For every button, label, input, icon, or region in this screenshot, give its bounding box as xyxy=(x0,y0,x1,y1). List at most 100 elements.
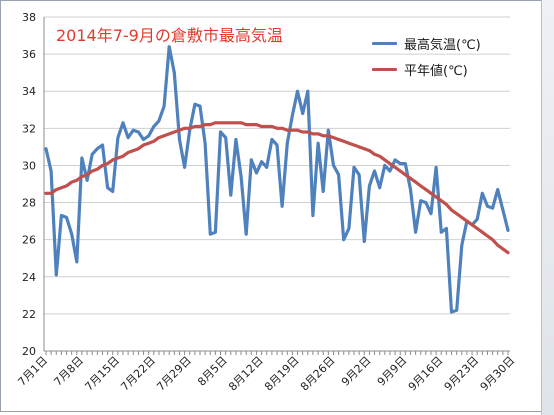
data-point-max-temp xyxy=(332,164,335,167)
data-point-normal-temp xyxy=(234,121,238,125)
data-point-max-temp xyxy=(157,119,161,123)
data-point-normal-temp xyxy=(193,125,197,128)
chart-title: 2014年7-9月の倉敷市最高気温 xyxy=(56,26,283,45)
data-point-normal-temp xyxy=(188,126,192,130)
data-point-max-temp xyxy=(486,204,489,208)
data-point-max-temp xyxy=(142,138,145,141)
data-point-max-temp xyxy=(347,227,351,230)
data-point-max-temp xyxy=(280,204,284,208)
y-tick-label: 22 xyxy=(22,308,36,321)
data-point-max-temp xyxy=(480,191,484,195)
data-point-max-temp xyxy=(491,206,494,210)
data-point-normal-temp xyxy=(496,243,500,247)
data-point-normal-temp xyxy=(352,143,356,147)
data-point-max-temp xyxy=(60,214,63,217)
data-point-normal-temp xyxy=(157,136,161,140)
x-tick-label: 7月8日 xyxy=(51,354,86,389)
data-point-normal-temp xyxy=(362,147,366,151)
data-point-normal-temp xyxy=(311,132,315,136)
data-point-max-temp xyxy=(260,160,263,164)
data-point-normal-temp xyxy=(285,128,289,132)
data-point-normal-temp xyxy=(152,139,156,143)
data-point-normal-temp xyxy=(121,154,125,158)
data-point-max-temp xyxy=(80,156,84,160)
data-point-max-temp xyxy=(419,199,423,203)
data-point-max-temp xyxy=(255,171,258,175)
data-point-max-temp xyxy=(398,162,402,165)
data-point-max-temp xyxy=(152,125,156,128)
data-point-max-temp xyxy=(368,184,371,188)
data-point-max-temp xyxy=(326,128,330,132)
data-point-normal-temp xyxy=(249,123,253,127)
data-point-max-temp xyxy=(306,89,310,93)
x-tick-label: 7月15日 xyxy=(82,354,122,394)
data-point-normal-temp xyxy=(147,141,151,145)
legend-swatch-normal-temp xyxy=(372,68,397,71)
x-tick-label: 9月23日 xyxy=(442,354,482,394)
data-point-max-temp xyxy=(321,190,325,193)
window-edge-strip xyxy=(541,0,554,415)
data-point-normal-temp xyxy=(357,145,361,149)
data-point-max-temp xyxy=(393,158,397,162)
data-point-normal-temp xyxy=(429,191,433,195)
data-point-normal-temp xyxy=(275,126,279,130)
data-point-normal-temp xyxy=(203,123,207,127)
data-point-normal-temp xyxy=(460,216,464,219)
legend-label-max-temp: 最高気温(℃) xyxy=(404,38,481,53)
data-point-max-temp xyxy=(106,186,109,190)
data-point-max-temp xyxy=(270,138,274,141)
y-tick-label: 24 xyxy=(22,271,36,284)
data-point-normal-temp xyxy=(198,125,202,128)
data-point-max-temp xyxy=(455,308,459,312)
data-point-max-temp xyxy=(378,186,382,190)
data-point-normal-temp xyxy=(162,134,166,138)
data-point-max-temp xyxy=(85,178,89,182)
data-point-max-temp xyxy=(342,238,346,242)
data-point-max-temp xyxy=(75,260,79,264)
data-point-max-temp xyxy=(337,173,340,177)
data-point-normal-temp xyxy=(326,134,330,138)
data-point-max-temp xyxy=(137,130,140,134)
data-point-normal-temp xyxy=(265,125,269,128)
data-point-max-temp xyxy=(285,141,289,145)
y-tick-label: 26 xyxy=(22,234,36,247)
data-point-normal-temp xyxy=(239,121,243,125)
data-point-max-temp xyxy=(388,169,392,173)
data-point-normal-temp xyxy=(219,121,222,125)
data-point-max-temp xyxy=(275,143,279,147)
data-point-normal-temp xyxy=(316,132,320,136)
data-point-max-temp xyxy=(439,230,443,234)
data-point-normal-temp xyxy=(455,212,459,216)
data-point-normal-temp xyxy=(229,121,233,125)
data-point-normal-temp xyxy=(116,156,120,160)
data-point-normal-temp xyxy=(296,128,299,132)
data-point-normal-temp xyxy=(178,128,181,132)
data-point-max-temp xyxy=(424,201,428,204)
data-point-max-temp xyxy=(296,89,299,93)
data-point-normal-temp xyxy=(126,151,130,154)
data-point-normal-temp xyxy=(486,234,489,238)
data-point-normal-temp xyxy=(450,208,453,212)
data-point-max-temp xyxy=(239,175,243,178)
data-point-max-temp xyxy=(111,190,115,193)
legend-label-normal-temp: 平年値(℃) xyxy=(404,64,468,79)
data-point-max-temp xyxy=(496,188,500,191)
data-point-normal-temp xyxy=(183,126,187,130)
data-point-max-temp xyxy=(301,112,305,115)
data-point-max-temp xyxy=(445,227,448,230)
data-point-normal-temp xyxy=(280,126,284,130)
data-point-normal-temp xyxy=(445,203,448,206)
x-tick-label: 7月1日 xyxy=(15,354,50,389)
data-point-normal-temp xyxy=(137,147,140,151)
data-point-max-temp xyxy=(131,128,135,132)
data-point-max-temp xyxy=(219,130,222,134)
y-tick-label: 36 xyxy=(22,48,36,61)
data-point-normal-temp xyxy=(470,223,474,227)
x-tick-label: 9月9日 xyxy=(375,354,410,389)
data-point-normal-temp xyxy=(95,167,99,171)
data-point-normal-temp xyxy=(270,125,274,128)
data-point-max-temp xyxy=(183,165,187,169)
data-point-normal-temp xyxy=(49,191,53,195)
data-point-normal-temp xyxy=(506,251,510,255)
